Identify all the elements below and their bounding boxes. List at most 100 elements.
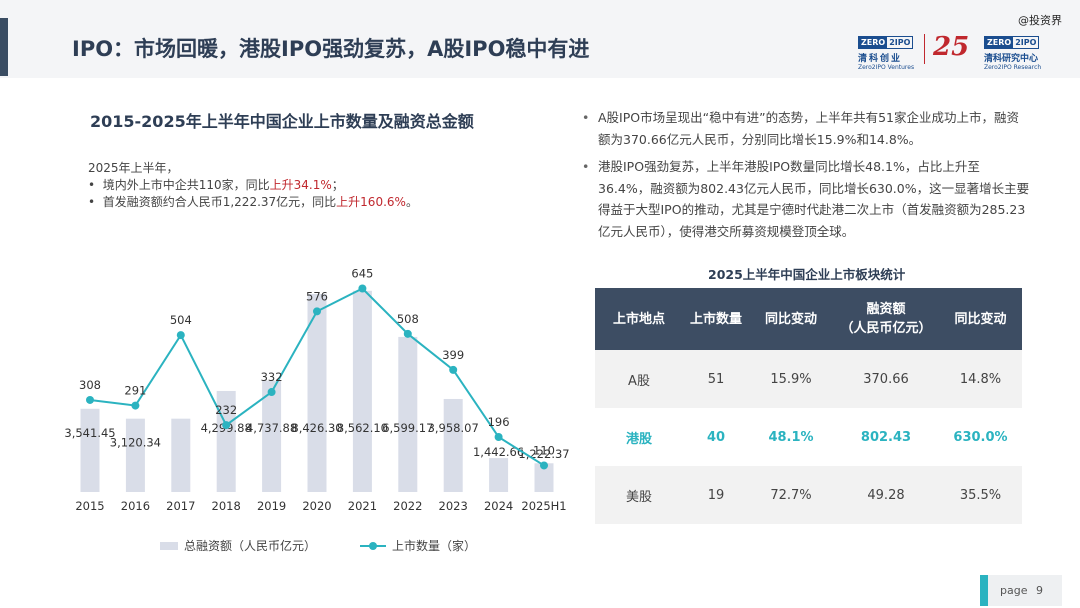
line-point-2019: [267, 388, 276, 397]
header-accent-bar: [0, 18, 8, 76]
line-point-2022: [403, 329, 412, 338]
x-tick-2020: 2020: [302, 499, 331, 513]
chart-notes: 2025年上半年， • 境内外上市中企共110家，同比上升34.1%； • 首发…: [88, 160, 418, 211]
notes-line-2: • 首发融资额约合人民币1,222.37亿元，同比上升160.6%。: [88, 195, 418, 209]
line-point-2020: [313, 307, 321, 316]
cell: 49.28: [833, 466, 939, 524]
bar-label-2022: 6,599.17: [382, 421, 433, 435]
x-tick-2015: 2015: [75, 499, 104, 513]
line-label-2020: 576: [306, 289, 328, 303]
bar-label-2023: 3,958.07: [428, 421, 479, 435]
line-label-2017: 504: [170, 313, 192, 327]
cell: 51: [683, 350, 749, 408]
line-label-2023: 399: [442, 348, 464, 362]
bar-2019: [262, 380, 282, 492]
cell: 370.66: [833, 350, 939, 408]
legend-bar-swatch: [160, 541, 178, 550]
cell: 630.0%: [939, 408, 1022, 466]
th-venue: 上市地点: [595, 288, 683, 350]
table-row-hk-share: 港股 40 48.1% 802.43 630.0%: [595, 408, 1022, 466]
logo-divider: [924, 34, 925, 64]
bar-label-2020: 8,426.30: [291, 421, 342, 435]
line-label-2018: 232: [215, 403, 237, 417]
th-count: 上市数量: [683, 288, 749, 350]
th-amount-yoy: 同比变动: [939, 288, 1022, 350]
bar-2017: [171, 418, 191, 492]
x-tick-2024: 2024: [484, 499, 513, 513]
legend-line-swatch: [360, 541, 387, 550]
line-point-2025H1: [540, 461, 548, 470]
bar-2016: [125, 418, 145, 492]
legend-item-count: 上市数量（家）: [360, 537, 476, 554]
zero2ipo-ventures-logo: ZERO 2IPO 清科创业 Zero2IPO Ventures: [858, 36, 915, 71]
line-label-2021: 645: [351, 267, 373, 281]
x-tick-2022: 2022: [393, 499, 422, 513]
bar-label-2016: 3,120.34: [110, 436, 161, 450]
line-point-2024: [494, 433, 503, 442]
bar-2025H1: [534, 463, 554, 492]
chart-legend: 总融资额（人民币亿元） 上市数量（家）: [160, 537, 476, 554]
line-point-2015: [86, 395, 94, 404]
zero2ipo-research-logo: ZERO 2IPO 清科研究中心 Zero2IPO Research: [984, 36, 1042, 71]
table-title: 2025上半年中国企业上市板块统计: [708, 267, 906, 282]
cell: 15.9%: [749, 350, 833, 408]
line-point-2016: [131, 401, 140, 410]
page-indicator: [980, 575, 1062, 606]
cell: 72.7%: [749, 466, 833, 524]
table-header-row: 上市地点 上市数量 同比变动 融资额 （人民币亿元） 同比变动: [595, 288, 1022, 350]
notes-line-1: • 境内外上市中企共110家，同比上升34.1%；: [88, 178, 344, 192]
page-indicator-accent: [980, 575, 988, 606]
bar-label-2019: 4,737.88: [246, 421, 297, 435]
bar-2024: [489, 458, 509, 492]
th-amount-line-2: （人民币亿元）: [840, 321, 932, 336]
line-point-2018: [222, 421, 231, 430]
x-tick-2017: 2017: [166, 499, 195, 513]
bar-2020: [307, 293, 327, 492]
anniversary-logo: 25: [933, 32, 970, 62]
header-band: [0, 0, 1080, 78]
bar-label-2015: 3,541.45: [64, 426, 115, 440]
ipo-combo-chart: 3,541.4520153,120.34201620174,299.882018…: [64, 267, 569, 514]
cell: 美股: [595, 466, 683, 524]
cell: 48.1%: [749, 408, 833, 466]
line-label-2025H1: 110: [533, 443, 555, 457]
x-tick-2025H1: 2025H1: [521, 499, 566, 513]
x-tick-2023: 2023: [439, 499, 468, 513]
x-tick-2016: 2016: [121, 499, 150, 513]
th-amount-line-1: 融资额: [866, 302, 906, 317]
bar-label-2024: 1,442.66: [473, 445, 524, 459]
line-label-2019: 332: [261, 370, 283, 384]
watermark: @投资界: [1018, 14, 1062, 27]
cell: 19: [683, 466, 749, 524]
bar-2023: [443, 398, 463, 492]
th-count-yoy: 同比变动: [749, 288, 833, 350]
bullet-hk-share: 港股IPO强劲复苏，上半年港股IPO数量同比增长48.1%，占比上升至36.4%…: [580, 156, 1030, 242]
th-amount: 融资额 （人民币亿元）: [833, 288, 939, 350]
legend-label-count: 上市数量（家）: [392, 539, 477, 553]
cell: 港股: [595, 408, 683, 466]
line-point-2021: [358, 284, 367, 293]
bar-2022: [398, 336, 418, 492]
x-tick-2021: 2021: [348, 499, 377, 513]
page-label: page: [1000, 584, 1028, 597]
line-point-2017: [176, 331, 185, 340]
cell: A股: [595, 350, 683, 408]
x-tick-2018: 2018: [212, 499, 241, 513]
board-stats-table: 上市地点 上市数量 同比变动 融资额 （人民币亿元） 同比变动 A股 51 15.…: [595, 288, 1022, 524]
bar-2021: [352, 290, 372, 492]
notes-intro: 2025年上半年，: [88, 161, 179, 175]
legend-label-amount: 总融资额（人民币亿元）: [184, 539, 317, 553]
cell: 40: [683, 408, 749, 466]
page-number: 9: [1036, 584, 1043, 597]
line-point-2023: [449, 365, 458, 374]
chart-title: 2015-2025年上半年中国企业上市数量及融资总金额: [90, 112, 474, 131]
x-tick-2019: 2019: [257, 499, 286, 513]
bullet-a-share: A股IPO市场呈现出“稳中有进”的态势，上半年共有51家企业成功上市，融资额为3…: [580, 107, 1030, 150]
table-row-us-share: 美股 19 72.7% 49.28 35.5%: [595, 466, 1022, 524]
cell: 802.43: [833, 408, 939, 466]
line-label-2022: 508: [397, 312, 419, 326]
table-row-a-share: A股 51 15.9% 370.66 14.8%: [595, 350, 1022, 408]
cell: 35.5%: [939, 466, 1022, 524]
line-label-2015: 308: [79, 378, 101, 392]
slide-title: IPO：市场回暖，港股IPO强劲复苏，A股IPO稳中有进: [72, 37, 590, 61]
